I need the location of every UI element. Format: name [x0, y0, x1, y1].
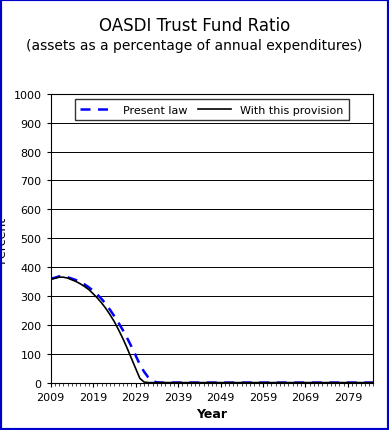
- With this provision: [146, 380, 151, 385]
- With this provision: [159, 380, 163, 385]
- With this provision: [95, 296, 100, 301]
- Present law: [116, 320, 121, 326]
- With this provision: [133, 366, 138, 371]
- Present law: [86, 285, 91, 290]
- Legend: Present law, With this provision: Present law, With this provision: [75, 100, 349, 121]
- Present law: [61, 274, 66, 279]
- Present law: [154, 380, 159, 385]
- Present law: [91, 289, 95, 294]
- With this provision: [112, 319, 117, 325]
- With this provision: [108, 313, 112, 318]
- Present law: [146, 375, 151, 380]
- Line: Present law: Present law: [51, 276, 373, 383]
- Present law: [137, 362, 142, 367]
- With this provision: [154, 380, 159, 385]
- Present law: [74, 278, 79, 283]
- Present law: [53, 276, 57, 281]
- Text: (assets as a percentage of annual expenditures): (assets as a percentage of annual expend…: [26, 39, 363, 52]
- Present law: [371, 380, 376, 385]
- With this provision: [70, 277, 74, 283]
- Present law: [150, 379, 155, 384]
- Present law: [112, 314, 117, 319]
- Present law: [121, 328, 125, 333]
- Present law: [95, 292, 100, 298]
- Present law: [142, 369, 146, 375]
- Present law: [82, 282, 87, 287]
- With this provision: [125, 346, 130, 351]
- Y-axis label: Percent: Percent: [0, 215, 8, 262]
- Present law: [172, 380, 176, 385]
- With this provision: [129, 356, 134, 361]
- Text: OASDI Trust Fund Ratio: OASDI Trust Fund Ratio: [99, 17, 290, 35]
- Line: With this provision: With this provision: [51, 277, 373, 383]
- With this provision: [142, 380, 146, 385]
- With this provision: [91, 292, 95, 297]
- With this provision: [53, 276, 57, 281]
- Present law: [125, 335, 130, 341]
- Present law: [57, 274, 61, 279]
- With this provision: [99, 301, 104, 306]
- Present law: [167, 380, 172, 385]
- X-axis label: Year: Year: [196, 407, 228, 420]
- With this provision: [116, 327, 121, 332]
- With this provision: [65, 276, 70, 281]
- Present law: [78, 280, 82, 285]
- With this provision: [103, 306, 108, 311]
- Present law: [99, 297, 104, 302]
- Present law: [103, 302, 108, 307]
- Present law: [129, 344, 134, 349]
- Present law: [48, 276, 53, 282]
- With this provision: [82, 284, 87, 289]
- With this provision: [121, 336, 125, 341]
- With this provision: [371, 380, 376, 385]
- With this provision: [78, 282, 82, 287]
- With this provision: [74, 280, 79, 285]
- Present law: [108, 307, 112, 313]
- Present law: [70, 276, 74, 282]
- With this provision: [48, 277, 53, 282]
- With this provision: [61, 275, 66, 280]
- With this provision: [137, 376, 142, 381]
- Present law: [159, 380, 163, 385]
- With this provision: [86, 287, 91, 292]
- With this provision: [150, 380, 155, 385]
- Present law: [133, 353, 138, 358]
- Present law: [163, 380, 168, 385]
- With this provision: [57, 275, 61, 280]
- Present law: [65, 275, 70, 280]
